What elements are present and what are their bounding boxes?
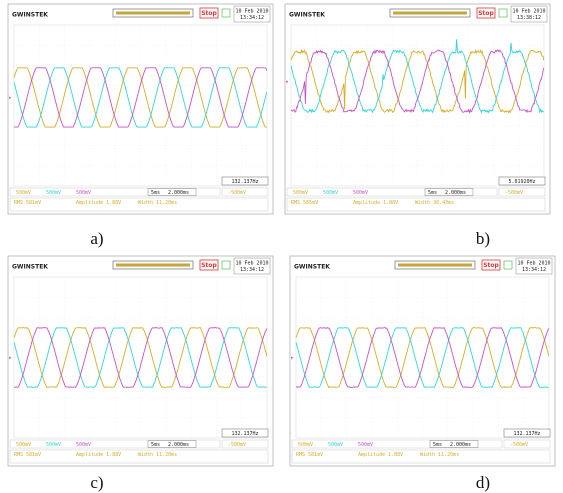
channel-scale: 500mV	[46, 190, 61, 196]
timebase: 5ms	[151, 190, 160, 196]
status: Stop	[201, 262, 217, 269]
measurement: Amplitude 1.88V	[353, 200, 398, 206]
channel-scale: 500mV	[323, 190, 338, 196]
time: 13:34:12	[522, 267, 546, 273]
measurement: RMS 581mV	[296, 452, 323, 458]
frequency: 132.137Hz	[513, 431, 540, 437]
panel-label: a)	[90, 229, 103, 248]
trigger-level: -500mV	[228, 442, 246, 448]
date: 10 Feb 2010	[235, 9, 268, 15]
timebase: 5ms	[428, 190, 437, 196]
measurement: Amplitude 1.88V	[76, 452, 121, 458]
frequency: 132.137Hz	[231, 179, 258, 185]
time: 13:34:12	[240, 267, 264, 273]
position: 2.000ms	[445, 190, 466, 196]
trigger-level: -500mV	[505, 190, 523, 196]
trigger-level: -500mV	[228, 190, 246, 196]
memory-fill	[116, 264, 190, 267]
panel-label: d)	[476, 473, 490, 492]
channel-scale: 500mV	[16, 442, 31, 448]
measurement: RMS 581mV	[14, 200, 41, 206]
status: Stop	[201, 10, 217, 17]
panel-label: c)	[90, 473, 103, 492]
channel-scale: 500mV	[76, 442, 91, 448]
measurement: Width 30.43ms	[415, 200, 454, 206]
frequency: 5.01920Hz	[508, 179, 535, 185]
channel-scale: 500mV	[328, 442, 343, 448]
channel-scale: 500mV	[293, 190, 308, 196]
channel-scale: 500mV	[16, 190, 31, 196]
figure: GWINSTEKStop10 Feb 201013:34:12▸132.137H…	[0, 0, 563, 493]
memory-fill	[398, 264, 472, 267]
frequency: 132.137Hz	[231, 431, 258, 437]
brand: GWINSTEK	[12, 12, 48, 19]
timebase: 5ms	[151, 442, 160, 448]
date: 10 Feb 2010	[517, 261, 550, 267]
date: 10 Feb 2010	[235, 261, 268, 267]
panel-label: b)	[476, 229, 490, 248]
measurement: Amplitude 1.88V	[76, 200, 121, 206]
measurement: Width 11.20ms	[138, 200, 177, 206]
trigger-level: -500mV	[510, 442, 528, 448]
position: 2.000ms	[168, 442, 189, 448]
channel-scale: 500mV	[298, 442, 313, 448]
status: Stop	[483, 262, 499, 269]
measurement: Width 11.20ms	[420, 452, 459, 458]
status: Stop	[478, 10, 494, 17]
memory-fill	[116, 12, 190, 15]
measurement: Amplitude 1.88V	[358, 452, 403, 458]
measurement: RMS 585mV	[291, 200, 318, 206]
brand: GWINSTEK	[294, 264, 330, 271]
position: 2.000ms	[168, 190, 189, 196]
channel-scale: 500mV	[358, 442, 373, 448]
brand: GWINSTEK	[289, 12, 325, 19]
date: 10 Feb 2010	[512, 9, 545, 15]
time: 13:38:12	[517, 15, 541, 21]
measurement: Width 11.20ms	[138, 452, 177, 458]
measurement: RMS 581mV	[14, 452, 41, 458]
scope-screen: GWINSTEKStop10 Feb 201013:34:12▸132.137H…	[290, 256, 555, 466]
memory-fill	[393, 12, 467, 15]
position: 2.000ms	[450, 442, 471, 448]
brand: GWINSTEK	[12, 264, 48, 271]
channel-scale: 500mV	[76, 190, 91, 196]
timebase: 5ms	[433, 442, 442, 448]
channel-scale: 500mV	[353, 190, 368, 196]
channel-scale: 500mV	[46, 442, 61, 448]
time: 13:34:12	[240, 15, 264, 21]
